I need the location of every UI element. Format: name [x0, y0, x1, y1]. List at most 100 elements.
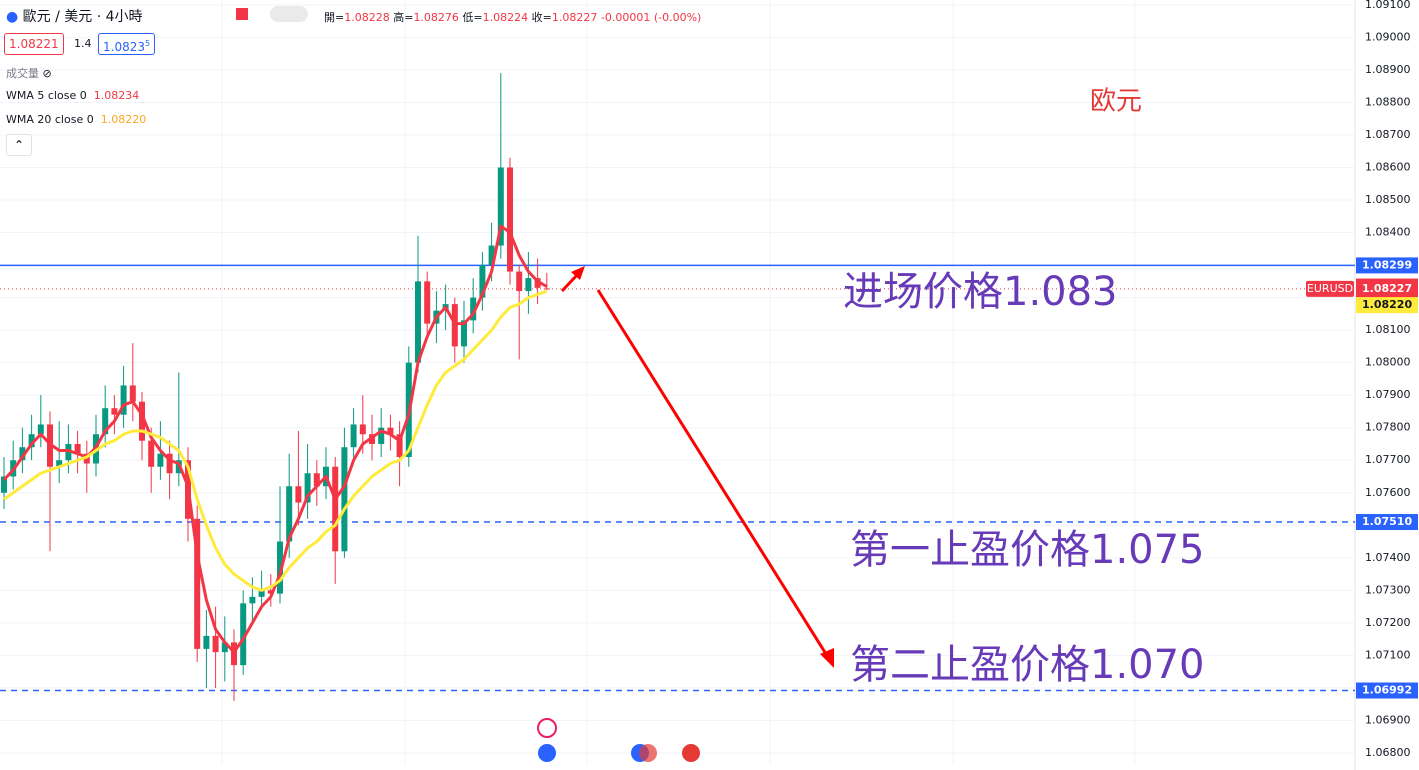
candle-body: [313, 473, 320, 487]
ask[interactable]: 1.08235: [98, 33, 156, 55]
price-line-label: 1.08299: [1362, 258, 1412, 271]
candle-body: [28, 434, 35, 448]
high-value: 1.08276: [413, 11, 459, 24]
candle-body: [240, 603, 247, 666]
ask-value: 1.0823: [103, 40, 145, 54]
open-label: 開=: [324, 11, 345, 24]
y-tick-label: 1.07400: [1365, 551, 1411, 564]
price-line-label: 1.07510: [1362, 515, 1412, 528]
price-line-box: [1356, 514, 1418, 531]
y-tick-label: 1.08800: [1365, 95, 1411, 108]
y-tick-label: 1.06800: [1365, 746, 1411, 759]
ask-pip: 5: [145, 39, 151, 48]
y-tick-label: 1.07300: [1365, 583, 1411, 596]
change: -0.00001 (-0.00%): [600, 11, 702, 24]
candle-body: [277, 541, 283, 594]
annotation: 进场价格1.083: [843, 269, 1118, 315]
legend-name: WMA 20 close 0: [6, 113, 94, 126]
arrows: [560, 266, 834, 668]
symbol-tag-box: [1306, 280, 1354, 297]
legend-value: 1.08234: [93, 89, 140, 102]
spread: 1.4: [74, 37, 92, 50]
candle-body: [194, 518, 201, 649]
y-tick-label: 1.06900: [1365, 713, 1411, 726]
candle-body: [359, 424, 366, 435]
candle-body: [231, 642, 237, 666]
candle-body: [507, 167, 513, 272]
candle-body: [74, 443, 81, 454]
y-tick-label: 1.07100: [1365, 648, 1411, 661]
volume-label: 成交量: [6, 67, 39, 80]
candle-body: [396, 434, 403, 457]
current-price-label: 1.08227: [1362, 282, 1412, 295]
candle-body: [470, 297, 477, 321]
candle-body: [139, 401, 145, 441]
wma20-price-box: [1356, 297, 1418, 314]
y-tick-label: 1.08600: [1365, 161, 1411, 174]
legend-wma20: WMA 20 close 0 1.08220: [6, 113, 146, 126]
candle-body: [19, 447, 26, 461]
candle-body: [258, 590, 265, 597]
candle-body: [479, 265, 486, 298]
annotation: 欧元: [1090, 87, 1142, 117]
price-line-box: [1356, 257, 1418, 274]
candle-body: [461, 320, 467, 347]
candle-body: [129, 385, 136, 402]
y-tick-label: 1.08400: [1365, 226, 1411, 239]
candle-body: [1, 476, 7, 493]
y-tick-label: 1.08700: [1365, 128, 1411, 141]
legend-value: 1.08220: [100, 113, 147, 126]
price-line-box: [1356, 682, 1418, 699]
y-tick-label: 1.07200: [1365, 616, 1411, 629]
y-tick-label: 1.08900: [1365, 63, 1411, 76]
candle-body: [148, 440, 155, 467]
candle-body: [286, 486, 293, 542]
symbol-tag: EURUSD: [1307, 282, 1353, 295]
high-label: 高=: [393, 11, 414, 24]
y-tick-label: 1.07900: [1365, 388, 1411, 401]
candle-body: [488, 245, 495, 266]
y-tick-label: 1.09100: [1365, 0, 1411, 11]
price-line-label: 1.06992: [1362, 684, 1412, 697]
bid[interactable]: 1.08221: [4, 33, 64, 55]
close-label: 收=: [531, 11, 552, 24]
candle-body: [203, 635, 210, 649]
candle-body: [451, 304, 458, 347]
collapse-button[interactable]: ⌃: [6, 134, 32, 156]
candle-body: [424, 281, 431, 324]
candle-body: [102, 408, 109, 435]
title: 歐元 / 美元 · 4小時: [22, 9, 143, 25]
candle-body: [525, 278, 532, 292]
candle-body: [267, 590, 274, 594]
annotation: 第一止盈价格1.075: [850, 527, 1205, 573]
candle-body: [37, 424, 44, 435]
wma20-price-label: 1.08220: [1362, 298, 1412, 311]
candle-body: [387, 427, 394, 435]
symbol-title: ● 歐元 / 美元 · 4小時: [6, 9, 143, 25]
volume: 成交量 ⊘: [6, 67, 52, 80]
candle-body: [157, 453, 164, 467]
event-icons: [537, 718, 700, 762]
candle-body: [212, 635, 219, 653]
candle-body: [516, 271, 523, 292]
open-value: 1.08228: [344, 11, 390, 24]
candle-body: [56, 460, 63, 467]
close-value: 1.08227: [551, 11, 598, 24]
candle-body: [295, 486, 302, 503]
low-label: 低=: [462, 11, 483, 24]
candle-body: [111, 408, 118, 415]
candle-body: [415, 281, 421, 363]
y-tick-label: 1.09000: [1365, 30, 1411, 43]
y-tick-label: 1.07600: [1365, 486, 1411, 499]
annotation: 第二止盈价格1.070: [850, 642, 1205, 688]
candle-body: [304, 473, 311, 503]
candle-body: [249, 596, 256, 604]
candle-body: [332, 466, 339, 552]
candle-body: [120, 385, 127, 415]
toolbar-icons[interactable]: [236, 6, 309, 22]
wma-line: [3, 289, 548, 592]
y-tick-label: 1.08000: [1365, 356, 1411, 369]
y-tick-label: 1.08100: [1365, 323, 1411, 336]
